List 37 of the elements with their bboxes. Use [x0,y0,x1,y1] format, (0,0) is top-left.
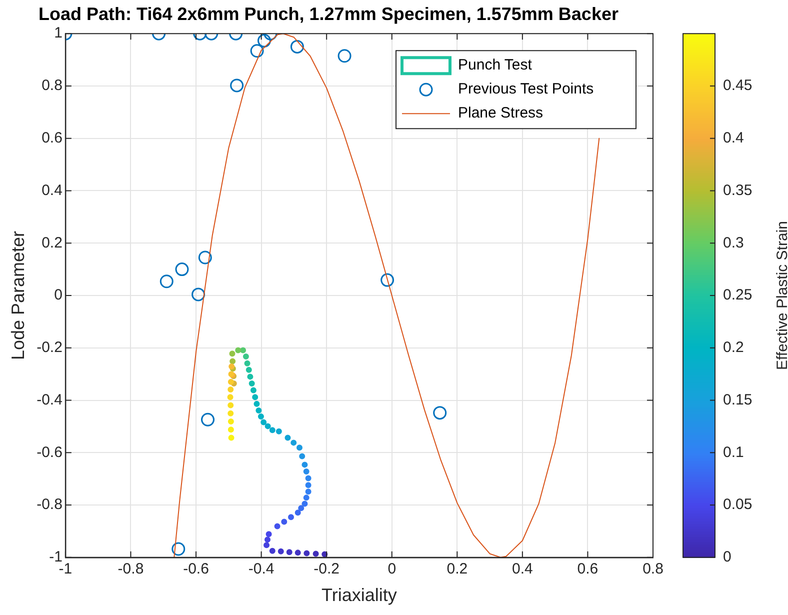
color-bar-label: 0.4 [723,130,744,146]
y-tick-label: -0.8 [36,496,62,514]
color-bar-title: Effective Plastic Strain [774,221,788,370]
x-axis-title: Triaxiality [322,585,397,606]
y-tick-label: -0.2 [36,339,62,356]
x-tick-label: -0.4 [248,560,274,578]
color-bar-label: 0.45 [723,77,752,94]
y-tick-label: -1 [49,548,62,566]
x-tick-label: -0.6 [183,560,209,578]
y-axis-title: Lode Parameter [8,230,28,360]
color-bar-label: 0.05 [723,496,752,514]
y-tick-label: 0.2 [42,234,62,252]
color-bar-label: 0.2 [723,339,744,356]
x-tick-label: 0.2 [446,560,468,578]
x-tick-label: 0.4 [512,560,533,578]
color-bar-label: 0.3 [723,234,744,252]
x-tick-label: -0.8 [118,560,144,578]
y-tick-label: 0 [54,286,62,304]
legend-label: Previous Test Points [458,80,594,98]
y-tick-label: -0.6 [36,444,62,461]
x-tick-label: 0.8 [642,560,664,578]
y-tick-label: 0.4 [42,182,62,199]
x-tick-label: 0 [388,560,396,578]
y-tick-label: 0.6 [42,130,62,146]
color-bar-label: 0.25 [723,286,752,304]
x-tick-label: 0.6 [577,560,598,578]
x-tick-label: -0.2 [314,560,340,578]
color-bar-label: 0.1 [723,444,744,461]
color-bar-label: 0.15 [723,391,752,408]
legend-label: Plane Stress [458,104,544,122]
chart-title: Load Path: Ti64 2x6mm Punch, 1.27mm Specimen, 1.575mm Backer [38,4,618,24]
y-tick-label: -0.4 [36,391,62,408]
legend-label: Punch Test [458,56,533,74]
y-tick-label: 1 [54,24,62,42]
y-tick-label: 0.8 [42,77,62,94]
color-bar-label: 0 [723,548,732,566]
color-bar-label: 0.35 [723,182,752,199]
